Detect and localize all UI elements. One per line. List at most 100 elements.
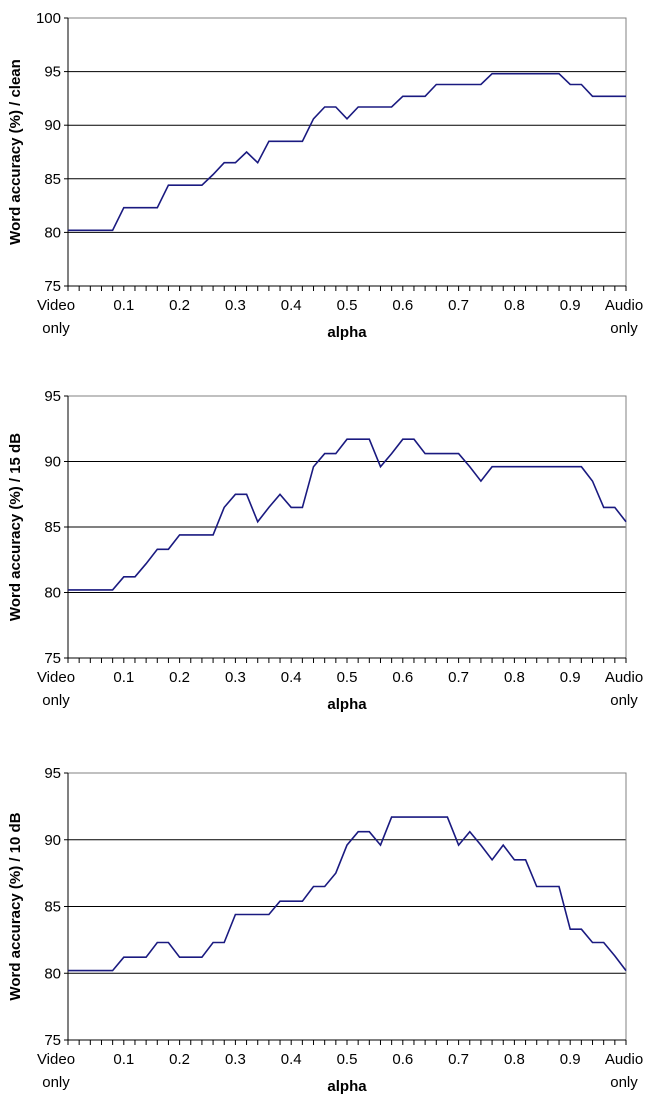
chart-clean-data-point — [413, 95, 415, 97]
chart-10db-data-point — [268, 913, 270, 915]
chart-15db-data-point — [502, 466, 504, 468]
chart-clean-x-tick-label: 0.1 — [113, 297, 134, 314]
chart-15db-data-point — [625, 521, 627, 523]
chart-clean-data-point — [234, 162, 236, 164]
chart-10db-x-tick-label: 0.4 — [281, 1051, 302, 1068]
chart-10db-data-point — [435, 816, 437, 818]
chart-clean-y-tick-label: 85 — [44, 171, 61, 188]
chart-10db-data-point — [602, 941, 604, 943]
chart-15db-x-tick-label: Audio only — [605, 669, 643, 709]
chart-10db-data-point — [536, 885, 538, 887]
chart-15db: 75 80 85 90 95 Video only 0.1 0.2 0.3 0.4 0.5 0.6 0.7… — [0, 362, 646, 727]
chart-clean-y-axis-title: Word accuracy (%) / clean — [7, 59, 24, 245]
chart-15db-data-point — [602, 506, 604, 508]
chart-10db-x-tick-label: 0.6 — [392, 1051, 413, 1068]
chart-clean-data-point — [268, 140, 270, 142]
chart-15db-y-tick-label: 95 — [44, 388, 61, 405]
chart-15db-svg: 75 80 85 90 95 Video only 0.1 0.2 0.3 0.4 0.5 0.6 0.7… — [7, 388, 643, 713]
chart-10db-data-point — [100, 969, 102, 971]
chart-15db-data-point — [134, 576, 136, 578]
chart-15db-x-tick-label: 0.1 — [113, 669, 134, 686]
chart-clean-series-line — [68, 72, 626, 232]
chart-clean: 75 80 85 90 95 100 Video only 0.1 0.2 0.3 0.4 0.5 0.6… — [0, 0, 646, 360]
chart-10db-data-point — [569, 928, 571, 930]
chart-10db-data-point — [346, 844, 348, 846]
chart-clean-data-point — [312, 118, 314, 120]
chart-clean-y-tick-label: 100 — [36, 10, 61, 27]
chart-clean-data-point — [201, 184, 203, 186]
chart-15db-x-tick-label: 0.2 — [169, 669, 190, 686]
chart-clean-data-point — [145, 207, 147, 209]
chart-15db-data-point — [67, 589, 69, 591]
chart-clean-data-point — [167, 184, 169, 186]
chart-10db-data-point — [323, 885, 325, 887]
chart-clean-data-point — [569, 83, 571, 85]
chart-15db-x-tick-label: 0.8 — [504, 669, 525, 686]
chart-15db-data-point — [435, 452, 437, 454]
chart-10db-data-point — [424, 816, 426, 818]
chart-15db-y-axis-title: Word accuracy (%) / 15 dB — [7, 433, 24, 621]
chart-15db-data-point — [178, 534, 180, 536]
chart-15db-data-point — [424, 452, 426, 454]
chart-10db-data-point — [591, 941, 593, 943]
chart-clean-data-point — [491, 73, 493, 75]
chart-clean-data-point — [134, 207, 136, 209]
chart-clean-x-tick-label: 0.9 — [560, 297, 581, 314]
chart-clean-data-point — [178, 184, 180, 186]
chart-10db-data-point — [614, 955, 616, 957]
chart-15db-data-point — [591, 480, 593, 482]
chart-10db-data-point — [513, 859, 515, 861]
chart-clean-data-point — [111, 229, 113, 231]
chart-10db-x-tick-label: 0.3 — [225, 1051, 246, 1068]
chart-clean-svg: 75 80 85 90 95 100 Video only 0.1 0.2 0.3 0.4 0.5 0.6… — [7, 10, 643, 341]
chart-clean-data-point — [402, 95, 404, 97]
chart-10db-data-point — [547, 885, 549, 887]
chart-clean-x-axis-title: alpha — [327, 324, 367, 341]
chart-15db-y-tick-label: 75 — [44, 650, 61, 667]
chart-clean-data-point — [457, 83, 459, 85]
chart-10db-data-point — [357, 831, 359, 833]
chart-15db-y-tick-label: 80 — [44, 585, 61, 602]
chart-10db-x-tick-label: 0.5 — [337, 1051, 358, 1068]
chart-15db-data-point — [123, 576, 125, 578]
chart-15db-data-point — [223, 506, 225, 508]
chart-15db-data-point — [290, 506, 292, 508]
chart-15db-data-point — [167, 548, 169, 550]
chart-clean-x-tick-label: 0.2 — [169, 297, 190, 314]
chart-10db-data-point — [301, 900, 303, 902]
chart-15db-data-point — [446, 452, 448, 454]
chart-clean-data-point — [547, 73, 549, 75]
chart-15db-x-tick-label: 0.7 — [448, 669, 469, 686]
chart-clean-data-point — [156, 207, 158, 209]
chart-clean-data-point — [279, 140, 281, 142]
chart-clean-data-point — [335, 106, 337, 108]
chart-15db-data-point — [480, 480, 482, 482]
chart-10db-x-tick-label: 0.8 — [504, 1051, 525, 1068]
chart-15db-data-point — [469, 466, 471, 468]
chart-15db-data-point — [323, 452, 325, 454]
chart-clean-data-point — [212, 173, 214, 175]
chart-10db-data-point — [457, 844, 459, 846]
chart-10db-svg: 75 80 85 90 95 Video only 0.1 0.2 0.3 0.4 0.5 0.6 0.7… — [7, 765, 643, 1095]
chart-clean-data-point — [89, 229, 91, 231]
chart-clean-data-point — [78, 229, 80, 231]
chart-10db-data-point — [156, 941, 158, 943]
chart-clean-x-tick-label: Audio only — [605, 297, 643, 337]
chart-clean-data-point — [580, 83, 582, 85]
chart-15db-data-point — [413, 438, 415, 440]
chart-15db-data-point — [312, 466, 314, 468]
chart-15db-x-axis-title: alpha — [327, 696, 367, 713]
chart-clean-data-point — [625, 95, 627, 97]
chart-15db-data-point — [201, 534, 203, 536]
chart-15db-data-point — [245, 493, 247, 495]
chart-15db-x-tick-label: 0.4 — [281, 669, 302, 686]
chart-10db-data-point — [279, 900, 281, 902]
chart-15db-x-tick-label: 0.9 — [560, 669, 581, 686]
chart-10db-series-line — [68, 816, 627, 972]
chart-clean-y-tick-label: 95 — [44, 64, 61, 81]
chart-10db-data-point — [145, 956, 147, 958]
chart-clean-y-tick-label: 75 — [44, 278, 61, 295]
chart-clean-data-point — [469, 83, 471, 85]
chart-15db-data-point — [100, 589, 102, 591]
chart-clean-x-tick-label: 0.4 — [281, 297, 302, 314]
